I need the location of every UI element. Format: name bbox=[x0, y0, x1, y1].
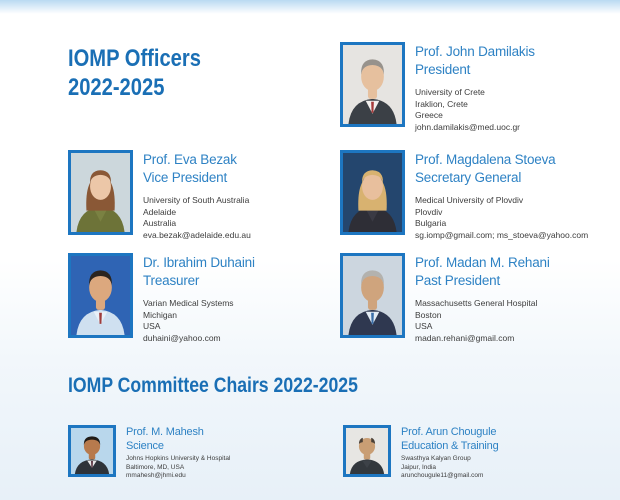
person-role: Education & Training bbox=[401, 439, 499, 452]
person-city: Jaipur, India bbox=[401, 463, 437, 471]
officers-title-line2: 2022-2025 bbox=[68, 74, 165, 101]
person-avatar-icon bbox=[71, 256, 130, 335]
officer-card-secretary-general: Prof. Magdalena Stoeva Secretary General… bbox=[340, 150, 588, 241]
person-role: Past President bbox=[415, 272, 500, 288]
person-avatar-icon bbox=[343, 45, 402, 124]
person-org: Medical University of Plovdiv bbox=[415, 195, 524, 205]
person-city: Adelaide bbox=[143, 206, 177, 217]
person-country: Australia bbox=[143, 218, 177, 228]
person-avatar-icon bbox=[343, 153, 402, 232]
person-city: Iraklion, Crete bbox=[415, 98, 468, 109]
person-email: duhaini@yahoo.com bbox=[143, 332, 221, 343]
portrait-photo bbox=[68, 150, 133, 235]
person-role: Vice President bbox=[143, 169, 228, 185]
officer-card-vice-president: Prof. Eva Bezak Vice President Universit… bbox=[68, 150, 251, 241]
chair-card-science: Prof. M. Mahesh Science Johns Hopkins Un… bbox=[68, 425, 230, 481]
person-email: john.damilakis@med.uoc.gr bbox=[415, 121, 521, 132]
person-avatar-icon bbox=[71, 153, 130, 232]
person-avatar-icon bbox=[343, 256, 402, 335]
person-org: Varian Medical Systems bbox=[143, 298, 234, 308]
chair-card-education-training: Prof. Arun Chougule Education & Training… bbox=[343, 425, 499, 481]
person-org: University of Crete bbox=[415, 87, 485, 97]
officer-card-treasurer: Dr. Ibrahim Duhaini Treasurer Varian Med… bbox=[68, 253, 255, 344]
portrait-photo bbox=[343, 425, 391, 477]
person-name: Prof. Arun Chougule bbox=[401, 426, 497, 438]
person-email: sg.iomp@gmail.com; ms_stoeva@yahoo.com bbox=[415, 229, 589, 240]
person-role: Science bbox=[126, 439, 164, 452]
person-avatar-icon bbox=[71, 428, 113, 474]
person-org: Johns Hopkins University & Hospital bbox=[126, 455, 231, 462]
person-email: arunchougule11@gmail.com bbox=[401, 472, 484, 479]
portrait-photo bbox=[340, 42, 405, 127]
portrait-photo bbox=[340, 253, 405, 338]
officers-section-title: IOMP Officers 2022-2025 bbox=[68, 44, 201, 102]
person-name: Prof. Magdalena Stoeva bbox=[415, 152, 556, 167]
person-city: Boston bbox=[415, 309, 442, 320]
person-name: Prof. John Damilakis bbox=[415, 44, 535, 59]
person-name: Prof. Eva Bezak bbox=[143, 152, 237, 167]
person-name: Dr. Ibrahim Duhaini bbox=[143, 255, 255, 270]
person-city: Michigan bbox=[143, 309, 178, 320]
person-city: Baltimore, MD, USA bbox=[126, 463, 185, 471]
person-country: USA bbox=[415, 321, 433, 331]
person-role: Treasurer bbox=[143, 272, 200, 288]
person-role: Secretary General bbox=[415, 169, 522, 185]
person-city: Plovdiv bbox=[415, 206, 443, 217]
portrait-photo bbox=[68, 253, 133, 338]
person-org: University of South Australia bbox=[143, 195, 250, 205]
portrait-photo bbox=[68, 425, 116, 477]
person-country: USA bbox=[143, 321, 161, 331]
person-country: Greece bbox=[415, 110, 443, 120]
officers-title-line1: IOMP Officers bbox=[68, 45, 201, 72]
person-org: Swasthya Kalyan Group bbox=[401, 455, 471, 462]
officer-card-president: Prof. John Damilakis President Universit… bbox=[340, 42, 535, 133]
officer-card-past-president: Prof. Madan M. Rehani Past President Mas… bbox=[340, 253, 550, 344]
person-name: Prof. Madan M. Rehani bbox=[415, 255, 550, 270]
portrait-photo bbox=[340, 150, 405, 235]
person-email: mmahesh@jhmi.edu bbox=[126, 472, 186, 479]
person-org: Massachusetts General Hospital bbox=[415, 298, 538, 308]
person-country: Bulgaria bbox=[415, 218, 447, 228]
person-role: President bbox=[415, 61, 471, 77]
person-name: Prof. M. Mahesh bbox=[126, 426, 204, 438]
chairs-section-title: IOMP Committee Chairs 2022-2025 bbox=[68, 374, 358, 397]
person-avatar-icon bbox=[346, 428, 388, 474]
person-email: madan.rehani@gmail.com bbox=[415, 332, 515, 343]
person-email: eva.bezak@adelaide.edu.au bbox=[143, 229, 251, 240]
